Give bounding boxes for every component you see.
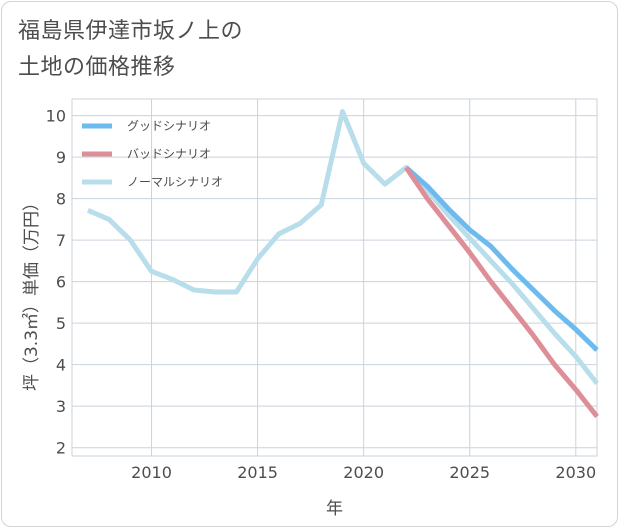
y-axis-title: 坪（3.3㎡）単価（万円） — [22, 194, 42, 391]
legend-label: グッドシナリオ — [127, 119, 211, 133]
plot-area-border — [71, 98, 598, 457]
x-tick-labels: 2010 2015 2020 2025 2030 — [131, 463, 596, 482]
x-tick-label: 2010 — [131, 463, 172, 482]
legend-label: バッドシナリオ — [127, 147, 211, 161]
y-tick-label: 9 — [56, 148, 66, 167]
title-line-2: 土地の価格推移 — [18, 55, 176, 80]
x-tick-label: 2020 — [343, 463, 384, 482]
y-tick-label: 4 — [56, 356, 66, 375]
y-tick-label: 6 — [56, 273, 66, 292]
x-tick-label: 2025 — [449, 463, 490, 482]
x-tick-label: 2030 — [555, 463, 596, 482]
legend-label: ノーマルシナリオ — [127, 175, 223, 189]
x-axis-title: 年 — [326, 499, 343, 519]
y-tick-label: 5 — [56, 314, 66, 333]
chart-title: 福島県伊達市坂ノ上の 土地の価格推移 — [18, 14, 338, 86]
series-line — [404, 165, 599, 352]
y-tick-label: 2 — [56, 439, 66, 458]
series-line — [86, 109, 599, 385]
y-tick-label: 3 — [56, 397, 66, 416]
x-tick-label: 2015 — [237, 463, 278, 482]
y-tick-label: 10 — [46, 107, 66, 126]
y-tick-labels: 2 3 4 5 6 7 8 9 10 — [46, 107, 66, 458]
y-tick-label: 7 — [56, 231, 66, 250]
series-line — [404, 166, 599, 419]
y-tick-label: 8 — [56, 190, 66, 209]
title-line-1: 福島県伊達市坂ノ上の — [18, 19, 244, 44]
series-lines — [86, 109, 599, 419]
